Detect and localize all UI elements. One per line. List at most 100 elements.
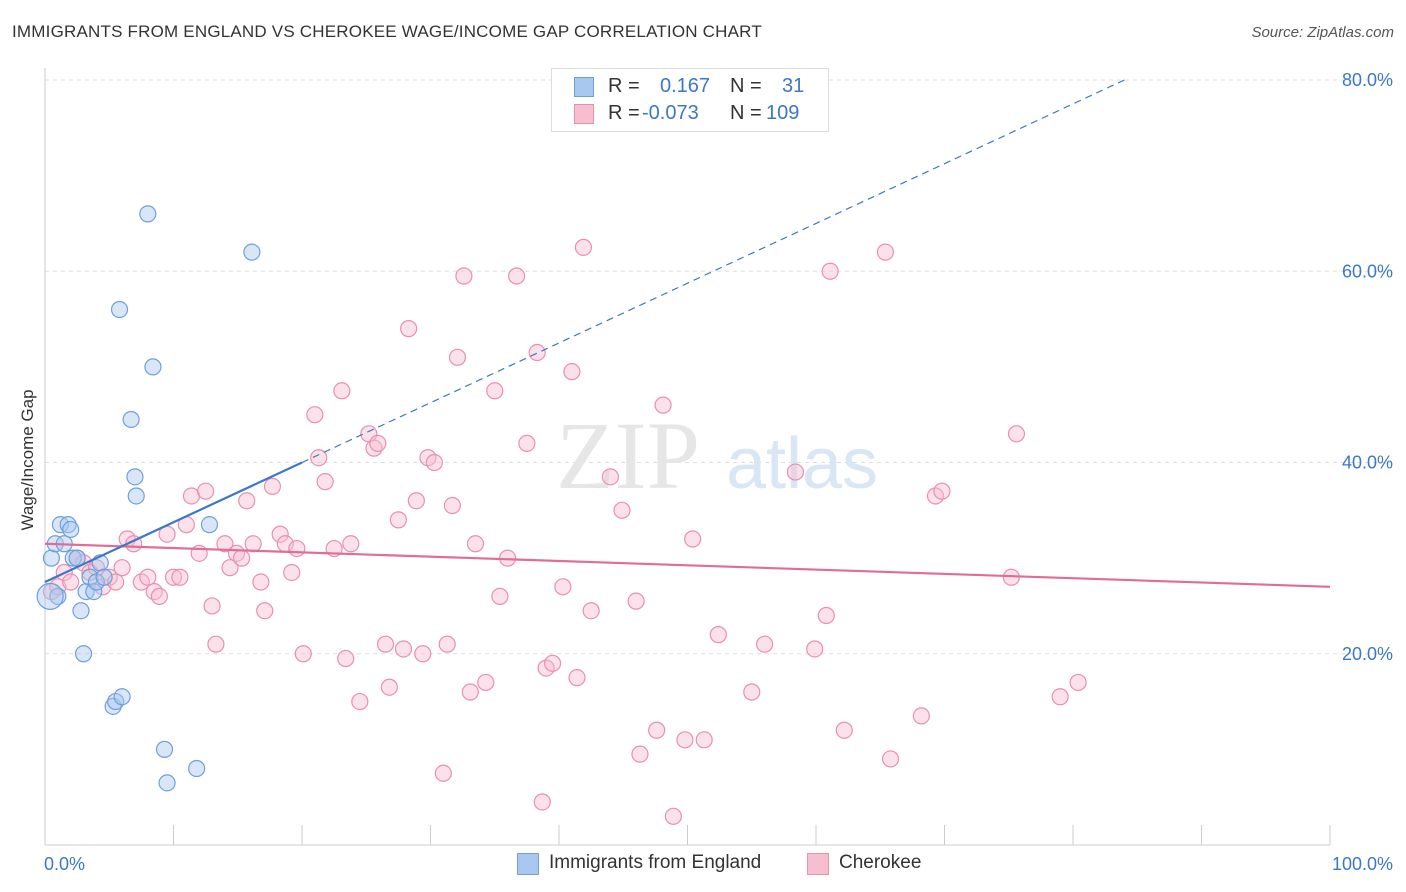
cherokee-n-value: 109 [766,102,800,124]
england-point [42,549,61,567]
cherokee-r-label: R = [608,102,640,124]
cherokee-point [252,573,270,591]
cherokee-point [294,645,312,663]
cherokee-point [695,731,713,749]
cherokee-point [145,582,163,601]
correlation-legend: R = 0.167 N = 31 R = -0.073 N = 109 [551,68,829,132]
england-point [95,568,113,586]
cherokee-point [434,764,452,782]
cherokee-point [197,482,215,500]
cherokee-point [400,320,418,338]
cherokee-point [477,673,495,692]
england-swatch [574,77,594,97]
cherokee-points [42,238,1087,825]
cherokee-point [221,559,239,577]
cherokee-point [407,492,425,510]
england-point [85,582,103,601]
cherokee-point [507,267,526,285]
cherokee-point [786,463,805,481]
cherokee-point [1007,425,1026,443]
england-point-large [36,582,64,610]
cherokee-r-value: -0.073 [642,102,699,124]
cherokee-point [306,406,324,424]
watermark: ZIP atlas [556,402,878,509]
cherokee-point [150,587,168,605]
cherokee-point [684,530,702,548]
england-point [127,487,145,505]
cherokee-point [244,535,262,553]
cherokee-point [164,568,183,586]
cherokee-point [238,492,256,510]
cherokee-point [271,525,289,543]
y-tick-label: 60.0% [1342,261,1393,281]
cherokee-point [568,669,586,687]
england-point [74,645,93,663]
cherokee-point [171,568,189,586]
cherokee-point [563,363,581,381]
source-label: Source: ZipAtlas.com [1251,24,1394,41]
cherokee-point [263,477,282,496]
england-r-value: 0.167 [660,75,711,97]
x-tick-label-min: 0.0% [44,854,85,874]
cherokee-point [216,535,234,553]
england-point [139,205,157,223]
cherokee-point [627,592,645,610]
cherokee-point [533,793,551,811]
england-n-label: N = [730,75,762,97]
cherokee-point [543,654,562,672]
england-point [72,602,90,620]
y-axis-label: Wage/Income Gap [18,389,37,531]
y-tick-label: 80.0% [1342,70,1393,90]
cherokee-point [380,678,398,696]
cherokee-n-label: N = [730,102,762,124]
england-point [188,759,206,778]
cherokee-point [654,396,672,414]
england-point [62,520,80,539]
england-point [49,587,67,605]
cherokee-point [351,692,369,711]
cherokee-point [912,707,930,725]
cherokee-point [518,434,536,452]
cherokee-point [62,573,80,591]
cherokee-point [676,731,694,749]
cherokee-point [438,635,456,653]
cherokee-point [310,449,328,467]
cherokee-point [486,382,504,400]
chart-title: IMMIGRANTS FROM ENGLAND VS CHEROKEE WAGE… [12,22,762,41]
cherokee-point [233,549,251,567]
cherokee-point [631,745,649,763]
cherokee-point [139,568,157,586]
england-point [113,688,131,706]
cherokee-point [648,721,666,739]
england-point [59,516,77,534]
cherokee-point [876,243,894,261]
cherokee-point [256,602,274,620]
gridlines [45,79,1392,655]
cherokee-point [554,578,572,596]
england-trend-line [44,461,303,584]
england-point [144,358,162,376]
england-point [158,774,176,792]
cherokee-point [425,453,443,472]
cherokee-point [203,597,221,615]
england-r-label: R = [608,75,640,97]
cherokee-point [613,501,631,519]
england-point [122,410,140,429]
cherokee-point [283,563,301,582]
cherokee-point [881,750,900,768]
england-point [200,516,219,534]
cherokee-point [664,807,682,825]
cherokee-point [491,587,509,605]
cherokee-point [817,606,835,625]
cherokee-point [389,511,407,529]
watermark-atlas: atlas [726,424,878,504]
england-trend-extension [301,79,1125,464]
cherokee-point [394,640,413,658]
cherokee-point [933,482,951,500]
cherokee-point [333,382,351,400]
cherokee-point [806,640,824,658]
axes [44,68,1331,846]
england-point [155,740,174,758]
x-tick-label-max: 100.0% [1332,854,1393,874]
